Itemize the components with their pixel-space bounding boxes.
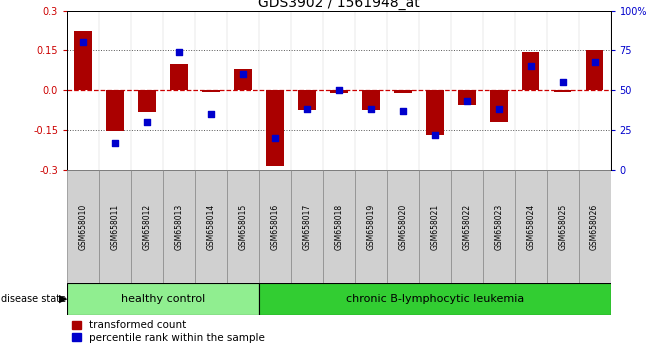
Bar	[490, 90, 507, 122]
Point	[238, 72, 248, 77]
Point	[462, 98, 472, 104]
Bar	[426, 90, 444, 135]
Text: healthy control: healthy control	[121, 294, 205, 304]
Bar	[330, 90, 348, 93]
Bar	[362, 90, 380, 110]
Point	[205, 111, 216, 117]
Bar	[131, 170, 163, 283]
Bar	[227, 170, 259, 283]
Bar	[99, 170, 131, 283]
Text: GSM658010: GSM658010	[79, 204, 88, 250]
Bar	[586, 50, 603, 90]
Text: GSM658018: GSM658018	[334, 204, 344, 250]
Bar	[163, 170, 195, 283]
Point	[493, 107, 504, 112]
Text: GSM658021: GSM658021	[430, 204, 440, 250]
Point	[589, 59, 600, 64]
Text: GSM658026: GSM658026	[590, 204, 599, 250]
Text: GSM658025: GSM658025	[558, 204, 567, 250]
Bar	[386, 170, 419, 283]
Point	[142, 119, 152, 125]
Bar	[547, 170, 578, 283]
Point	[397, 108, 408, 114]
Bar	[291, 170, 323, 283]
Bar	[515, 170, 547, 283]
Title: GDS3902 / 1561948_at: GDS3902 / 1561948_at	[258, 0, 420, 10]
Bar	[67, 170, 99, 283]
Text: GSM658014: GSM658014	[207, 204, 215, 250]
Legend: transformed count, percentile rank within the sample: transformed count, percentile rank withi…	[72, 320, 265, 343]
Bar	[323, 170, 355, 283]
Text: GSM658013: GSM658013	[174, 204, 183, 250]
Point	[558, 79, 568, 85]
Text: GSM658011: GSM658011	[111, 204, 119, 250]
Text: GSM658022: GSM658022	[462, 204, 471, 250]
Text: GSM658024: GSM658024	[526, 204, 535, 250]
Bar	[106, 90, 124, 131]
Text: disease state: disease state	[1, 294, 66, 304]
Bar	[394, 90, 411, 93]
Point	[270, 135, 280, 141]
Bar	[554, 90, 572, 92]
Bar	[170, 64, 188, 90]
Bar	[202, 90, 220, 92]
Point	[301, 107, 312, 112]
Point	[109, 140, 120, 146]
Text: GSM658015: GSM658015	[238, 204, 248, 250]
Bar	[138, 90, 156, 112]
Bar	[578, 170, 611, 283]
Text: GSM658019: GSM658019	[366, 204, 375, 250]
Bar	[259, 283, 611, 315]
Bar	[355, 170, 386, 283]
Text: chronic B-lymphocytic leukemia: chronic B-lymphocytic leukemia	[346, 294, 524, 304]
Text: ▶: ▶	[59, 294, 68, 304]
Bar	[522, 52, 539, 90]
Point	[333, 87, 344, 93]
Text: GSM658012: GSM658012	[142, 204, 152, 250]
Text: GSM658016: GSM658016	[270, 204, 279, 250]
Point	[78, 40, 89, 45]
Bar	[451, 170, 482, 283]
Bar	[482, 170, 515, 283]
Bar	[195, 170, 227, 283]
Point	[366, 107, 376, 112]
Bar	[234, 69, 252, 90]
Bar	[298, 90, 315, 110]
Bar	[67, 283, 259, 315]
Text: GSM658017: GSM658017	[303, 204, 311, 250]
Point	[525, 64, 536, 69]
Text: GSM658020: GSM658020	[399, 204, 407, 250]
Point	[429, 132, 440, 138]
Bar	[266, 90, 284, 166]
Text: GSM658023: GSM658023	[495, 204, 503, 250]
Bar	[458, 90, 476, 105]
Bar	[419, 170, 451, 283]
Point	[174, 49, 185, 55]
Bar	[74, 30, 92, 90]
Bar	[259, 170, 291, 283]
